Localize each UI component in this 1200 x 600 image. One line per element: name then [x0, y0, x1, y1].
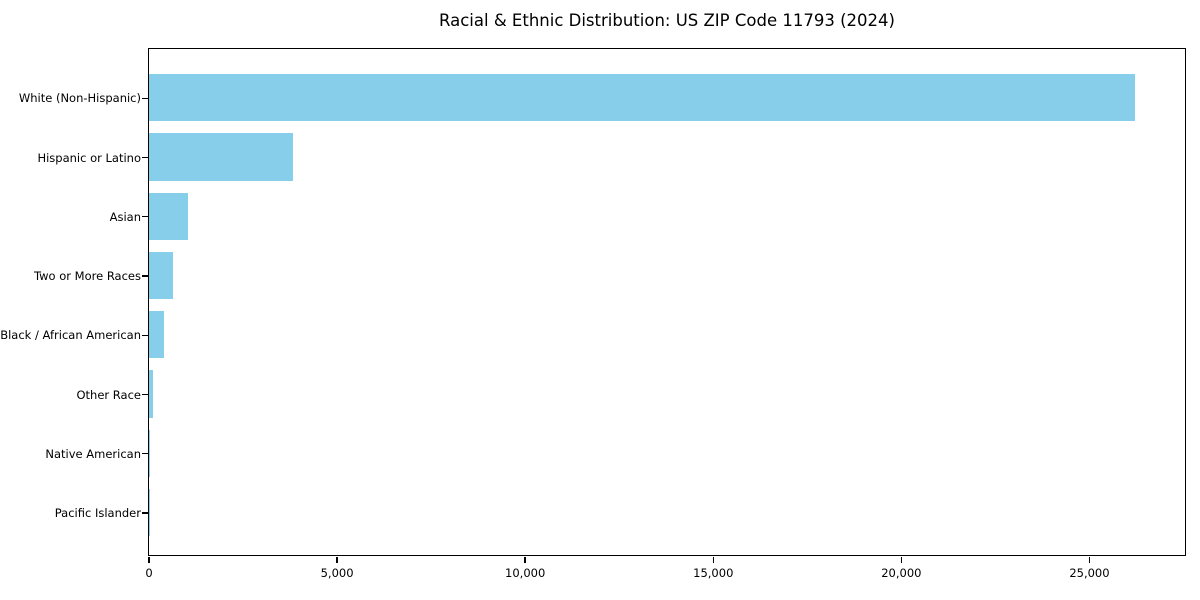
y-tick-mark [141, 156, 148, 159]
x-tick-label: 15,000 [693, 565, 734, 580]
chart-bar [148, 251, 173, 300]
x-tick-label: 10,000 [505, 565, 546, 580]
y-tick-mark [141, 453, 148, 455]
chart-bar [148, 74, 1136, 122]
x-tick-label: 25,000 [1069, 565, 1110, 580]
x-tick-mark [336, 556, 338, 563]
chart-bar [148, 429, 150, 477]
x-tick-label: 0 [145, 565, 153, 580]
y-tick-mark [141, 334, 148, 336]
y-tick-mark [141, 97, 148, 99]
y-tick-mark [141, 216, 148, 218]
y-tick-label: Native American [45, 446, 141, 461]
x-tick-mark [900, 556, 903, 563]
chart-bar [148, 133, 293, 181]
y-tick-label: White (Non-Hispanic) [18, 91, 141, 106]
y-tick-mark [141, 275, 148, 277]
plot-area [147, 47, 1186, 556]
y-tick-label: Other Race [76, 387, 142, 402]
x-tick-label: 20,000 [881, 565, 922, 580]
y-tick-label: Asian [109, 209, 141, 224]
chart-bar [148, 370, 153, 418]
chart-bar [148, 311, 165, 359]
x-tick-mark [712, 556, 714, 563]
x-tick-mark [148, 556, 150, 563]
y-tick-mark [141, 512, 148, 514]
x-tick-mark [1088, 556, 1091, 563]
chart-bar [148, 192, 188, 240]
y-tick-label: Hispanic or Latino [37, 150, 141, 165]
y-tick-label: Two or More Races [34, 269, 141, 284]
y-tick-mark [141, 393, 148, 396]
chart-title: Racial & Ethnic Distribution: US ZIP Cod… [439, 11, 895, 30]
y-tick-label: Pacific Islander [54, 505, 141, 520]
y-tick-label: Black / African American [0, 328, 141, 343]
x-tick-label: 5,000 [320, 565, 354, 580]
x-tick-mark [524, 556, 526, 563]
